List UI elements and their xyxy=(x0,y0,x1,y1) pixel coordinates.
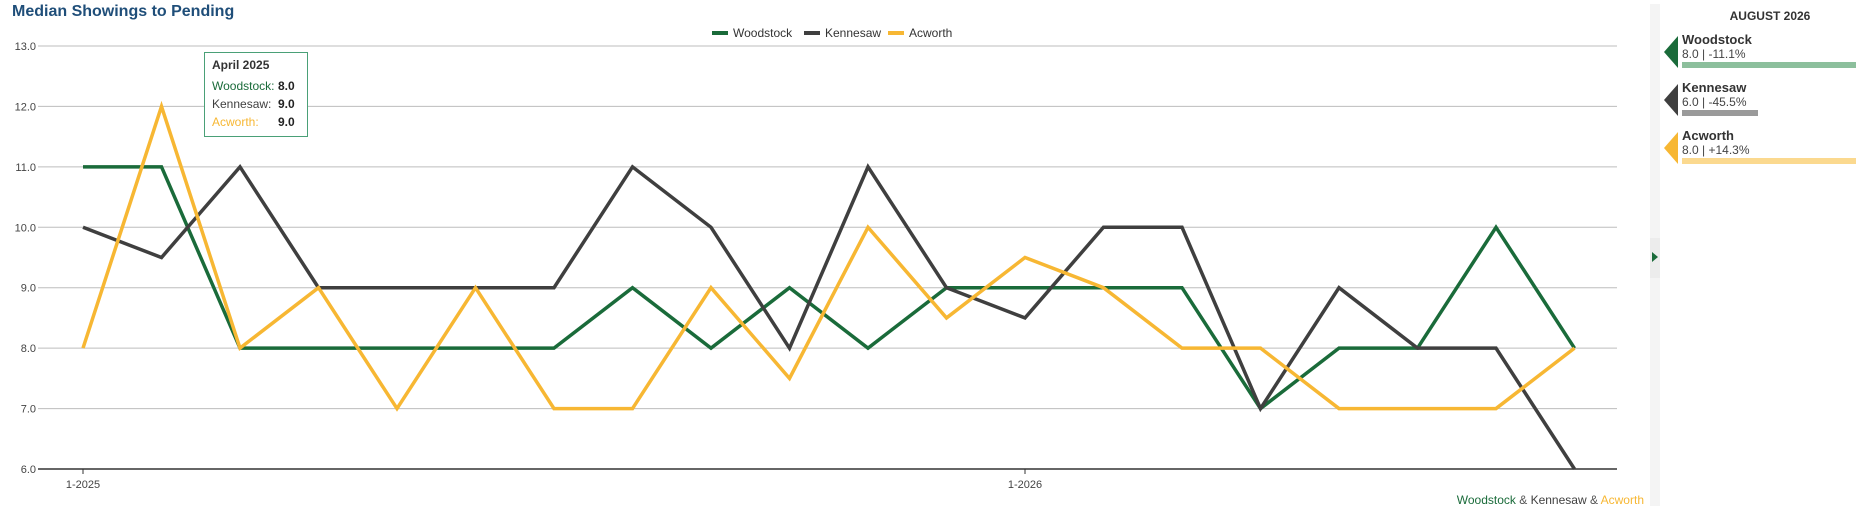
card-bar xyxy=(1682,158,1856,164)
series-line-woodstock xyxy=(83,165,1576,412)
y-axis: 6.0 7.0 8.0 9.0 10.0 11.0 12.0 13.0 xyxy=(15,41,36,476)
y-tick-label: 10.0 xyxy=(15,222,36,234)
tooltip-label: Acworth: xyxy=(212,115,259,129)
tooltip-row-woodstock: Woodstock: 8.0 xyxy=(212,77,300,95)
legend-label-woodstock: Woodstock xyxy=(733,26,793,40)
tooltip-value: 9.0 xyxy=(278,115,295,129)
y-tick-label: 13.0 xyxy=(15,41,36,53)
tooltip-label: Woodstock: xyxy=(212,79,275,93)
tooltip-row-acworth: Acworth: 9.0 xyxy=(212,113,300,131)
y-tick-label: 8.0 xyxy=(21,343,36,355)
card-name: Acworth xyxy=(1682,128,1734,143)
hover-tooltip: April 2025 Woodstock: 8.0 Kennesaw: 9.0 … xyxy=(204,52,308,137)
caption-acworth: Acworth xyxy=(1600,493,1644,507)
series-line-kennesaw xyxy=(82,163,1576,470)
card-value: 8.0 | +14.3% xyxy=(1682,143,1750,157)
comparison-caption: Woodstock & Kennesaw & Acworth xyxy=(1457,493,1644,507)
series-line-acworth xyxy=(81,100,1576,412)
card-name: Kennesaw xyxy=(1682,80,1747,95)
summary-panel xyxy=(1650,4,1862,506)
summary-card-kennesaw[interactable]: Kennesaw 6.0 | -45.5% xyxy=(1664,80,1860,126)
y-tick-label: 9.0 xyxy=(21,283,36,295)
caption-separator: & xyxy=(1586,493,1601,507)
chart-legend[interactable]: Woodstock Kennesaw Acworth xyxy=(712,26,952,40)
card-value: 8.0 | -11.1% xyxy=(1682,47,1746,61)
pointer-marker-icon xyxy=(1664,84,1678,116)
chevron-right-icon xyxy=(1652,252,1658,262)
panel-toggle-button[interactable] xyxy=(1650,238,1660,278)
caption-woodstock: Woodstock xyxy=(1456,493,1516,507)
caption-kennesaw: Kennesaw xyxy=(1530,493,1587,507)
x-tick-label: 1-2026 xyxy=(1008,479,1042,491)
legend-label-kennesaw: Kennesaw xyxy=(825,26,881,40)
summary-card-acworth[interactable]: Acworth 8.0 | +14.3% xyxy=(1664,128,1860,174)
panel-date-header: AUGUST 2026 xyxy=(1729,9,1811,23)
series-lines xyxy=(81,100,1576,470)
y-tick-label: 11.0 xyxy=(15,162,36,174)
tooltip-value: 8.0 xyxy=(278,79,295,93)
chart-title: Median Showings to Pending xyxy=(12,3,235,20)
pointer-marker-icon xyxy=(1664,36,1678,68)
tooltip-value: 9.0 xyxy=(278,97,295,111)
y-tick-label: 7.0 xyxy=(21,404,36,416)
y-tick-label: 6.0 xyxy=(21,464,36,476)
tooltip-title: April 2025 xyxy=(212,58,270,72)
legend-label-acworth: Acworth xyxy=(909,26,952,40)
pointer-marker-icon xyxy=(1664,132,1678,164)
summary-card-woodstock[interactable]: Woodstock 8.0 | -11.1% xyxy=(1664,32,1860,78)
x-tick-label: 1-2025 xyxy=(66,479,100,491)
tooltip-row-kennesaw: Kennesaw: 9.0 xyxy=(212,95,300,113)
caption-separator: & xyxy=(1515,493,1531,507)
tooltip-label: Kennesaw: xyxy=(212,97,272,111)
y-tick-label: 12.0 xyxy=(15,101,36,113)
card-name: Woodstock xyxy=(1682,32,1752,47)
x-axis: 1-2025 1-2026 xyxy=(66,469,1042,491)
card-value: 6.0 | -45.5% xyxy=(1682,95,1747,109)
card-bar xyxy=(1682,62,1856,68)
line-chart: Woodstock Kennesaw Acworth 6.0 7.0 8.0 9.0 10.… xyxy=(15,26,1617,491)
card-bar xyxy=(1682,110,1758,116)
